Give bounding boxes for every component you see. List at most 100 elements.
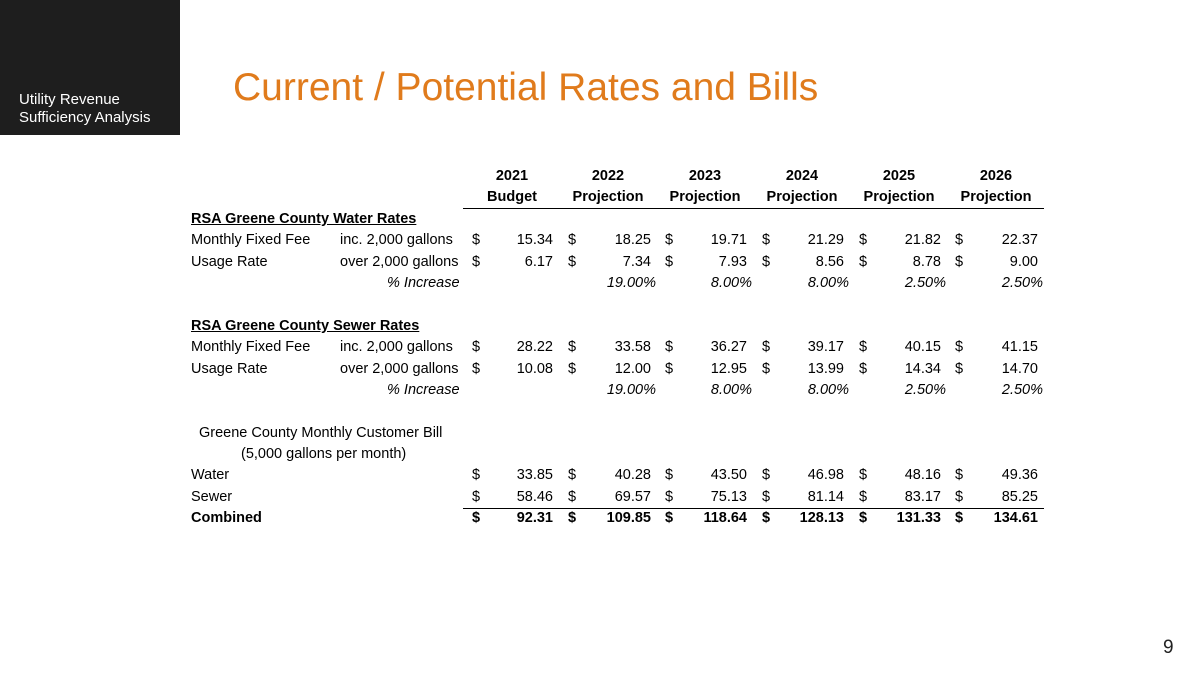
bill-combined-value-1: 109.85 [606,510,651,527]
bill-combined-dollar-1: $ [568,510,577,527]
sewer-fixed-value-0: 28.22 [516,339,553,356]
sidebar-label-line1: Utility Revenue [19,91,120,108]
sewer-fixed-value-5: 41.15 [1001,339,1038,356]
rates-table: 2021 2022 2023 2024 2025 2026 Budget Projection… [190,166,1050,530]
sewer-fixed-dollar-3: $ [762,339,771,356]
bill-combined-value-0: 92.31 [516,510,553,527]
bill-water-dollar-3: $ [762,467,771,484]
bill-water-value-1: 40.28 [614,467,651,484]
bill-sewer-dollar-2: $ [665,488,674,505]
water-increase-value-2: 8.00% [710,274,752,291]
sewer-usage-dollar-0: $ [472,360,481,377]
bill-sewer-dollar-5: $ [955,488,964,505]
bill-water-value-4: 48.16 [904,467,941,484]
water-usage-label: Usage Rate [191,253,268,270]
bill-sewer-value-1: 69.57 [614,488,651,505]
column-year-2: 2023 [688,168,722,184]
water-fixed-label: Monthly Fixed Fee [191,232,311,249]
bill-combined-dollar-0: $ [472,510,481,527]
combined-topline [463,507,1044,509]
water-increase-value-4: 2.50% [904,274,946,291]
water-usage-sub: over 2,000 gallons [340,253,459,270]
bill-combined-dollar-2: $ [665,510,674,527]
water-fixed-dollar-3: $ [762,232,771,249]
water-usage-dollar-1: $ [568,253,577,270]
bill-heading-1: Greene County Monthly Customer Bill [199,424,443,441]
sewer-fixed-value-2: 36.27 [710,339,747,356]
water-increase-value-5: 2.50% [1001,274,1043,291]
sewer-fixed-dollar-4: $ [859,339,868,356]
sewer-fixed-row: Monthly Fixed Fee inc. 2,000 gallons $28.2… [190,337,1050,358]
water-fixed-dollar-2: $ [665,232,674,249]
sewer-usage-value-2: 12.95 [710,360,747,377]
column-type-1: Projection [572,189,644,206]
sewer-fixed-dollar-2: $ [665,339,674,356]
sidebar-label: Utility Revenue Sufficiency Analysis [19,91,150,127]
water-usage-value-4: 8.78 [912,253,941,270]
water-heading-row: RSA Greene County Water Rates [190,209,1050,230]
water-heading: RSA Greene County Water Rates [191,210,417,227]
bill-heading1-row: Greene County Monthly Customer Bill [190,423,1050,444]
sewer-increase-label: % Increase [387,381,460,398]
bill-combined-value-3: 128.13 [799,510,844,527]
bill-sewer-value-3: 81.14 [807,488,844,505]
sewer-increase-value-2: 8.00% [710,381,752,398]
bill-sewer-value-5: 85.25 [1001,488,1038,505]
water-fixed-value-1: 18.25 [614,232,651,249]
column-year-5: 2026 [979,168,1013,184]
sewer-increase-row: % Increase 19.00% 8.00% 8.00% 2.50% 2.50% [190,380,1050,401]
bill-combined-value-2: 118.64 [703,510,747,527]
water-usage-dollar-4: $ [859,253,868,270]
sewer-usage-sub: over 2,000 gallons [340,360,459,377]
bill-water-dollar-5: $ [955,467,964,484]
water-spacer-row [190,294,1050,315]
column-type-0: Budget [487,189,537,206]
bill-water-value-0: 33.85 [516,467,553,484]
column-year-3: 2024 [785,168,819,184]
bill-sewer-dollar-0: $ [472,488,481,505]
water-usage-dollar-5: $ [955,253,964,270]
sewer-fixed-dollar-1: $ [568,339,577,356]
water-usage-value-0: 6.17 [524,253,553,270]
bill-water-value-5: 49.36 [1001,467,1038,484]
bill-heading2-row: (5,000 gallons per month) [190,444,1050,465]
water-increase-label: % Increase [387,274,460,291]
water-usage-value-3: 8.56 [815,253,844,270]
water-fixed-value-5: 22.37 [1001,232,1038,249]
water-fixed-dollar-0: $ [472,232,481,249]
sewer-usage-label: Usage Rate [191,360,268,377]
sewer-usage-value-1: 12.00 [614,360,651,377]
sewer-fixed-value-4: 40.15 [904,339,941,356]
sewer-fixed-dollar-5: $ [955,339,964,356]
water-usage-dollar-0: $ [472,253,481,270]
bill-heading-2: (5,000 gallons per month) [241,446,407,463]
bill-combined-value-5: 134.61 [993,510,1038,527]
sewer-usage-dollar-4: $ [859,360,868,377]
sewer-usage-dollar-2: $ [665,360,674,377]
column-year-4: 2025 [882,168,916,184]
bill-water-dollar-4: $ [859,467,868,484]
water-usage-dollar-2: $ [665,253,674,270]
slide-title: Current / Potential Rates and Bills [233,66,819,109]
bill-sewer-value-4: 83.17 [904,488,941,505]
bill-combined-dollar-4: $ [859,510,868,527]
sewer-usage-dollar-5: $ [955,360,964,377]
water-fixed-value-4: 21.82 [904,232,941,249]
water-increase-value-1: 19.00% [606,274,656,291]
bill-combined-value-4: 131.33 [896,510,941,527]
water-usage-value-5: 9.00 [1009,253,1038,270]
bill-water-dollar-2: $ [665,467,674,484]
column-type-4: Projection [863,189,935,206]
bill-water-dollar-1: $ [568,467,577,484]
column-year-1: 2022 [591,168,625,184]
column-type-5: Projection [960,189,1032,206]
water-fixed-dollar-1: $ [568,232,577,249]
page-number: 9 [1163,637,1174,658]
sewer-increase-value-1: 19.00% [606,381,656,398]
header-type-row: Budget Projection Projection Projection Proj… [190,187,1050,210]
bill-sewer-dollar-1: $ [568,488,577,505]
bill-water-value-2: 43.50 [710,467,747,484]
sewer-heading: RSA Greene County Sewer Rates [191,317,420,334]
bill-water-dollar-0: $ [472,467,481,484]
bill-water-row: Water $33.85 $40.28 $43.50 $46.98 $48.16 $49.3… [190,465,1050,486]
